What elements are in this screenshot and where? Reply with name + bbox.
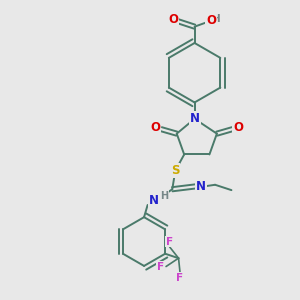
Text: O: O xyxy=(233,121,243,134)
Text: O: O xyxy=(206,14,216,27)
Text: F: F xyxy=(157,262,164,272)
Text: S: S xyxy=(171,164,179,177)
Text: O: O xyxy=(150,121,160,134)
Text: F: F xyxy=(166,236,173,247)
Text: N: N xyxy=(196,180,206,193)
Text: N: N xyxy=(148,194,159,207)
Text: F: F xyxy=(176,273,184,283)
Text: H: H xyxy=(212,14,220,24)
Text: O: O xyxy=(168,13,178,26)
Text: N: N xyxy=(190,112,200,125)
Text: H: H xyxy=(160,191,168,201)
